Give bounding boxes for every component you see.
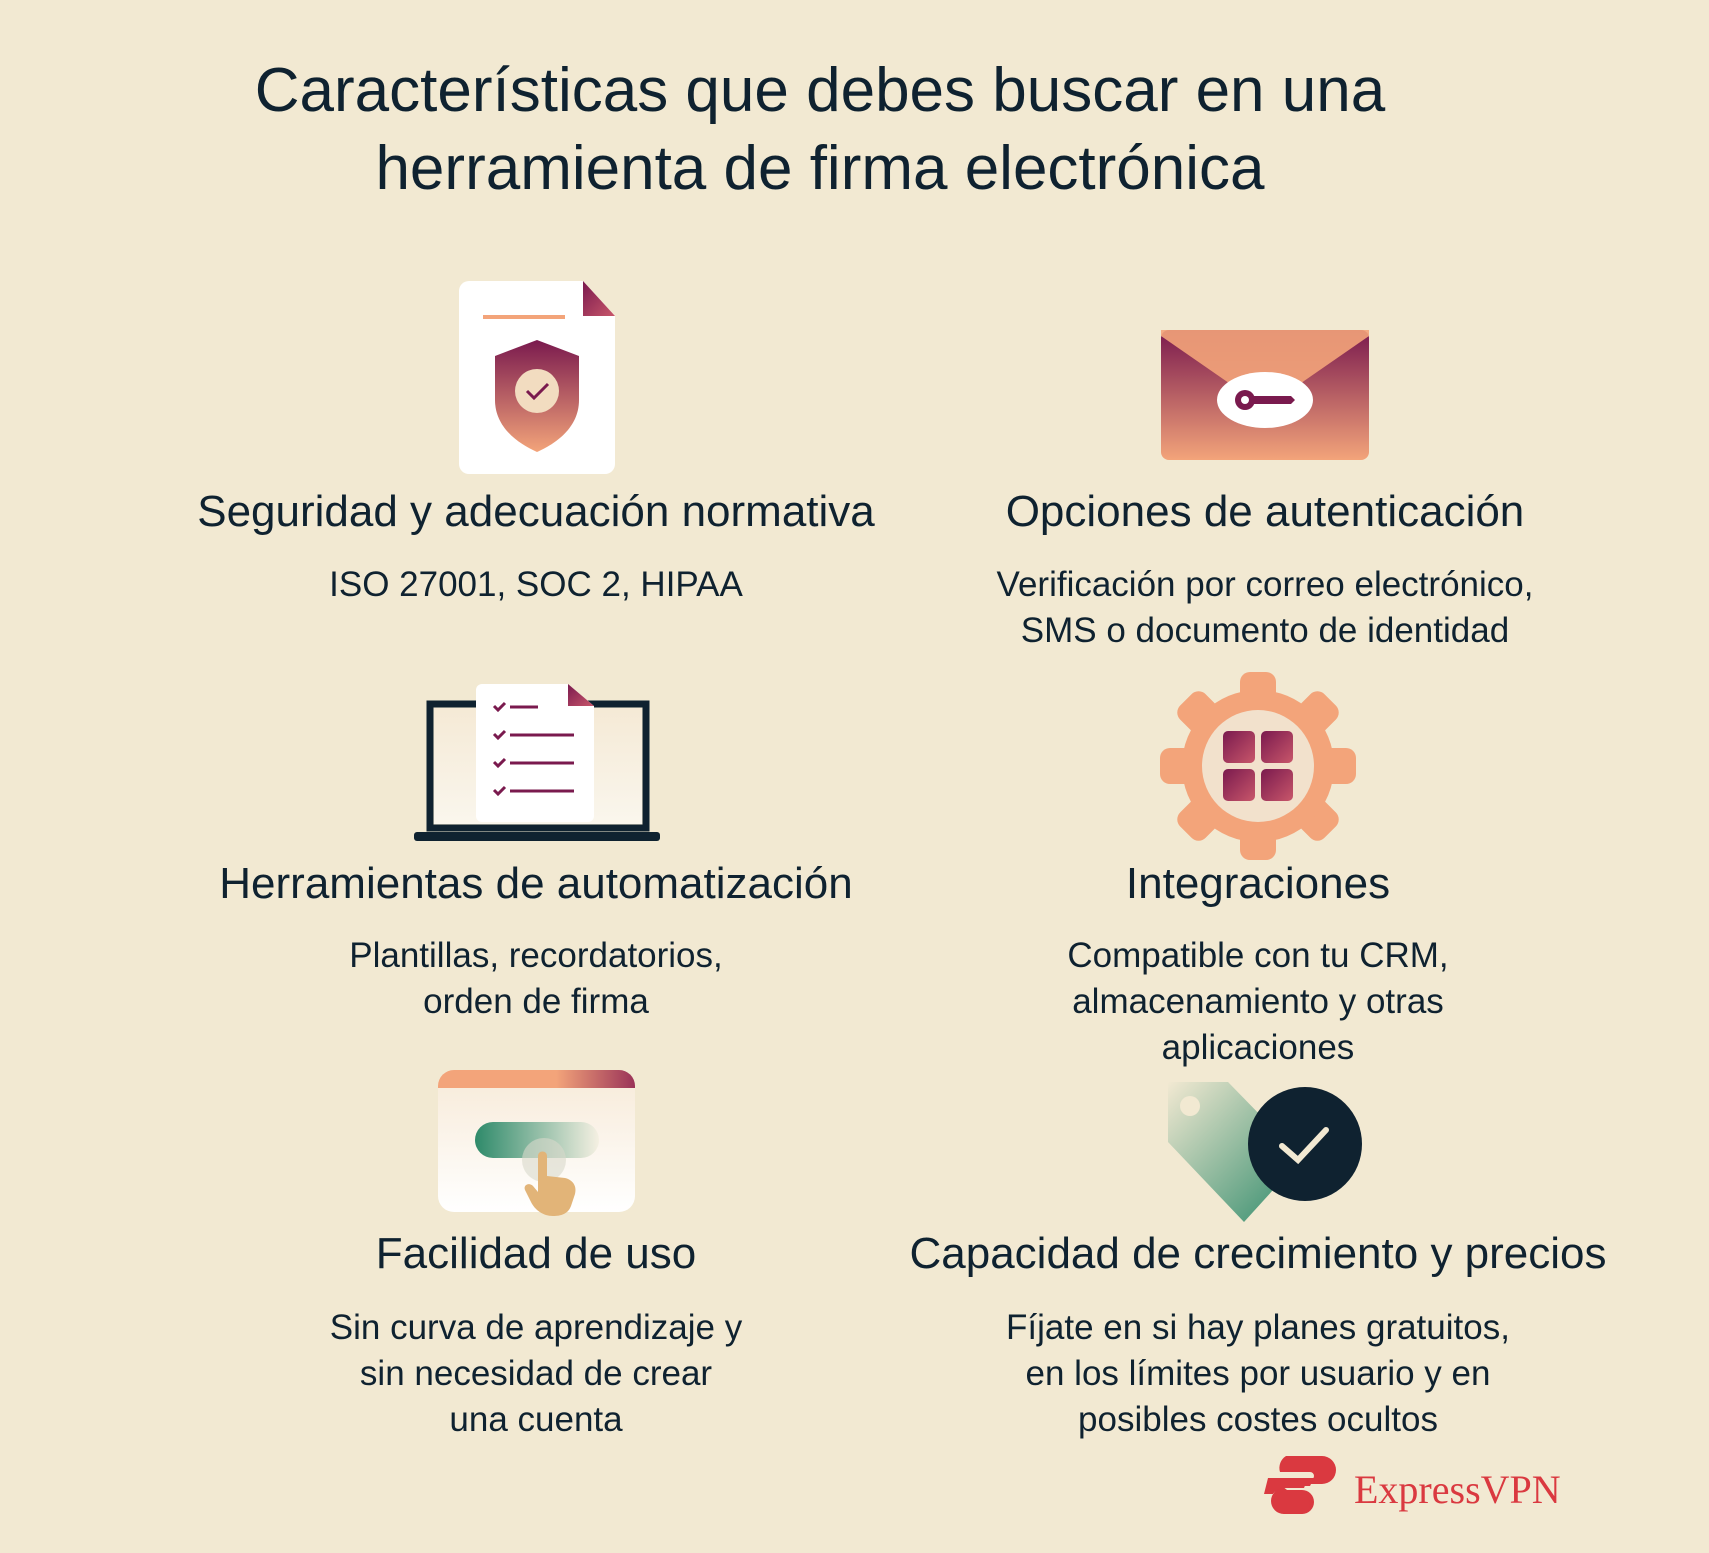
feature-description: Fíjate en si hay planes gratuitos, en los… bbox=[1006, 1308, 1510, 1439]
expressvpn-logo: ExpressVPN bbox=[1354, 1467, 1561, 1512]
envelope-key-icon bbox=[1161, 330, 1369, 460]
feature-description: Plantillas, recordatorios, orden de firma bbox=[349, 936, 723, 1021]
feature-heading: Integraciones bbox=[1125, 859, 1391, 908]
feature-heading: Facilidad de uso bbox=[375, 1229, 697, 1278]
gear-apps-icon bbox=[1160, 672, 1356, 860]
laptop-checklist-icon bbox=[414, 684, 660, 841]
page-title: Características que debes buscar en una … bbox=[254, 56, 1386, 203]
price-tag-check-icon bbox=[1168, 1082, 1362, 1222]
shield-document-icon bbox=[459, 281, 615, 474]
feature-heading: Seguridad y adecuación normativa bbox=[197, 487, 875, 536]
feature-description: Verificación por correo electrónico, SMS … bbox=[996, 565, 1534, 650]
feature-heading: Herramientas de automatización bbox=[219, 859, 853, 908]
expressvpn-logo-icon bbox=[1264, 1456, 1336, 1514]
feature-description: ISO 27001, SOC 2, HIPAA bbox=[329, 565, 743, 604]
feature-heading: Opciones de autenticación bbox=[1005, 487, 1525, 536]
feature-description: Sin curva de aprendizaje y sin necesidad … bbox=[329, 1308, 743, 1439]
feature-description: Compatible con tu CRM, almacenamiento y o… bbox=[1067, 936, 1449, 1067]
window-click-icon bbox=[438, 1070, 635, 1216]
feature-heading: Capacidad de crecimiento y precios bbox=[909, 1229, 1607, 1278]
